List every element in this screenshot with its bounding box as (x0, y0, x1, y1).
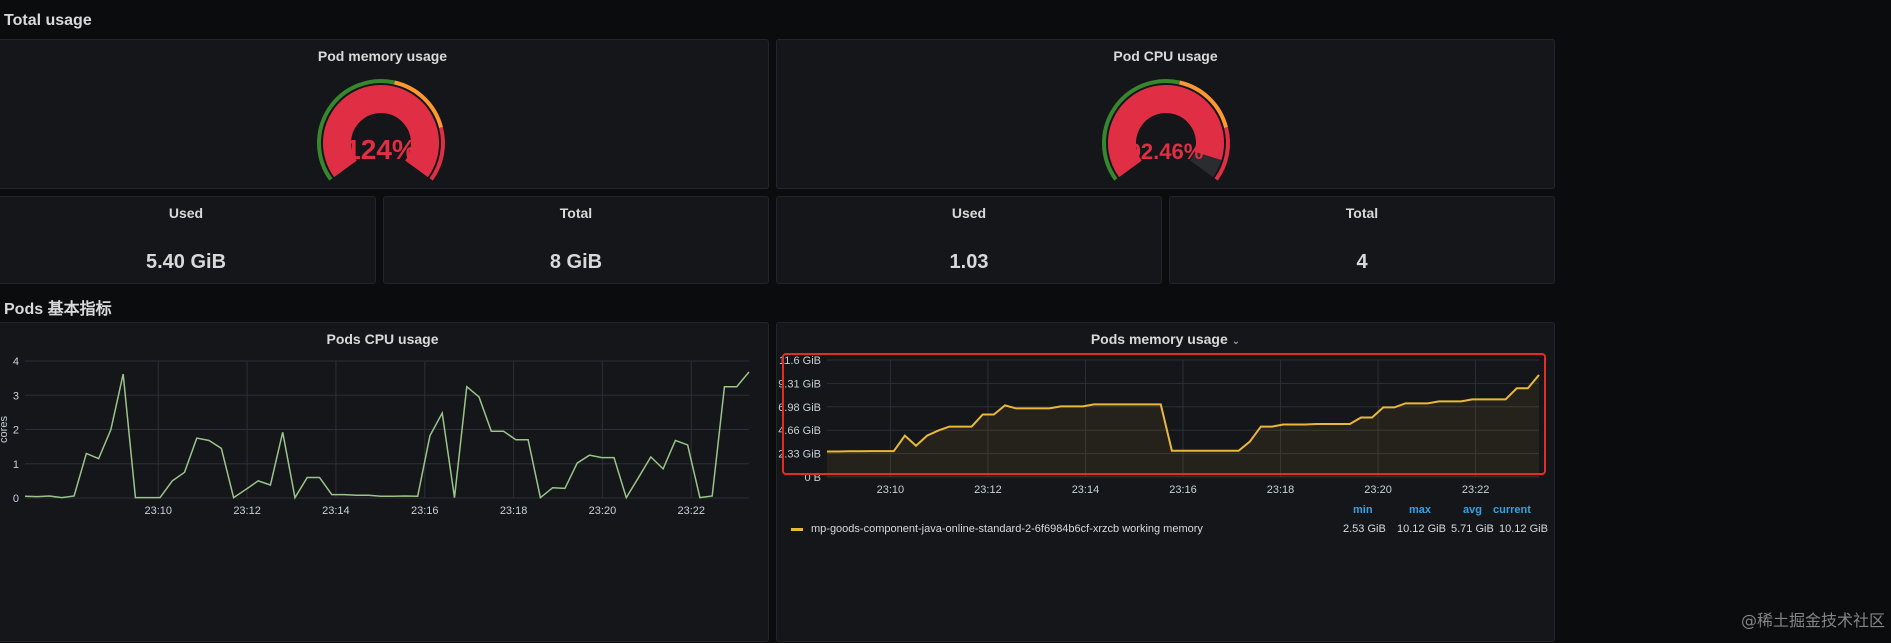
panel-title[interactable]: Pods memory usage ⌄ (777, 331, 1554, 347)
gauge-threshold-band (317, 79, 445, 181)
x-tick-label: 23:10 (877, 484, 905, 496)
legend-header-min[interactable]: min (1353, 504, 1373, 516)
x-tick-label: 23:14 (322, 505, 350, 517)
panel-title-text: Pods memory usage (1090, 331, 1228, 347)
panel-title[interactable]: Used (951, 205, 987, 221)
watermark-text: @稀土掘金技术社区 (1740, 611, 1885, 630)
stat-value: 8 GiB (549, 251, 603, 273)
memory-gauge: 124% (317, 79, 445, 181)
gauge-value: 124% (345, 134, 417, 165)
legend-avg-value: 5.71 GiB (1451, 523, 1494, 535)
panel-title[interactable]: Used (168, 205, 204, 221)
gauge-fill (1108, 85, 1224, 178)
y-axis-label: cores (0, 416, 10, 443)
legend-current-value: 10.12 GiB (1499, 523, 1548, 535)
gauge-threshold-band (1102, 79, 1230, 181)
row-title-pods-basic[interactable]: Pods 基本指标 (4, 301, 112, 318)
cpu-gauge: 92.46% (1102, 79, 1230, 181)
y-tick-label: 2 (13, 425, 19, 437)
panel-title[interactable]: Total (1345, 205, 1379, 221)
y-tick-label: 9.31 GiB (778, 378, 821, 390)
legend-max-value: 10.12 GiB (1397, 523, 1446, 535)
highlight-box (782, 353, 1546, 475)
y-tick-label: 3 (13, 390, 19, 402)
cpu-total-stat-panel: Total 4 (1169, 196, 1555, 284)
series-line[interactable] (24, 371, 750, 500)
panel-title[interactable]: Total (559, 205, 593, 221)
legend-header-avg[interactable]: avg (1463, 504, 1482, 516)
series-area (827, 374, 1539, 477)
x-tick-label: 23:22 (1462, 484, 1490, 496)
pods-cpu-usage-panel: Pods CPU usage 0 1 2 3 4 23:10 23:12 23:14 23:16… (0, 322, 769, 642)
cpu-used-stat-panel: Used 1.03 (776, 196, 1162, 284)
gauge-value: 92.46% (1129, 139, 1204, 164)
pod-cpu-usage-panel: Pod CPU usage 92.46% (776, 39, 1555, 189)
x-tick-label: 23:20 (1364, 484, 1392, 496)
panel-title[interactable]: Pod memory usage (317, 48, 448, 64)
legend-row[interactable]: mp-goods-component-java-online-standard-… (791, 523, 1203, 535)
gauge-fill (323, 85, 439, 178)
x-tick-label: 23:12 (233, 505, 261, 517)
memory-used-stat-panel: Used 5.40 GiB (0, 196, 376, 284)
y-tick-label: 4 (13, 356, 19, 368)
x-tick-label: 23:20 (589, 505, 617, 517)
pods-memory-usage-panel: Pods memory usage ⌄ 0 B 2.33 GiB 4.66 GiB 6.… (776, 322, 1555, 642)
y-tick-label: 4.66 GiB (778, 425, 821, 437)
x-tick-label: 23:10 (144, 505, 172, 517)
memory-total-stat-panel: Total 8 GiB (383, 196, 769, 284)
x-tick-label: 23:14 (1072, 484, 1100, 496)
y-tick-label: 1 (13, 459, 19, 471)
stat-value: 5.40 GiB (145, 251, 227, 273)
y-tick-label: 11.6 GiB (779, 355, 821, 367)
series-line[interactable] (827, 374, 1540, 453)
y-tick-label: 0 (13, 493, 19, 505)
x-tick-label: 23:18 (1267, 484, 1295, 496)
panel-title[interactable]: Pods CPU usage (326, 331, 439, 347)
x-tick-label: 23:22 (677, 505, 705, 517)
cpu-line-chart[interactable]: 0 1 2 3 4 23:10 23:12 23:14 23:16 23:18 23:20 23:22… (0, 323, 770, 643)
row-title-total-usage[interactable]: Total usage (4, 12, 92, 29)
x-tick-label: 23:18 (500, 505, 528, 517)
x-tick-label: 23:12 (974, 484, 1002, 496)
stat-value: 1.03 (949, 251, 989, 273)
y-tick-label: 2.33 GiB (778, 449, 821, 461)
y-tick-label: 6.98 GiB (778, 402, 821, 414)
pod-memory-usage-panel: Pod memory usage 124% (0, 39, 769, 189)
x-tick-label: 23:16 (411, 505, 439, 517)
stat-value: 4 (1356, 251, 1368, 273)
legend-header-current[interactable]: current (1493, 504, 1531, 516)
x-tick-label: 23:16 (1169, 484, 1197, 496)
panel-title[interactable]: Pod CPU usage (1113, 48, 1218, 64)
chevron-down-icon[interactable]: ⌄ (1231, 336, 1241, 347)
series-color-swatch (791, 527, 803, 531)
legend-min-value: 2.53 GiB (1343, 523, 1386, 535)
legend-series-name: mp-goods-component-java-online-standard-… (811, 523, 1203, 535)
legend-header-max[interactable]: max (1409, 504, 1432, 516)
